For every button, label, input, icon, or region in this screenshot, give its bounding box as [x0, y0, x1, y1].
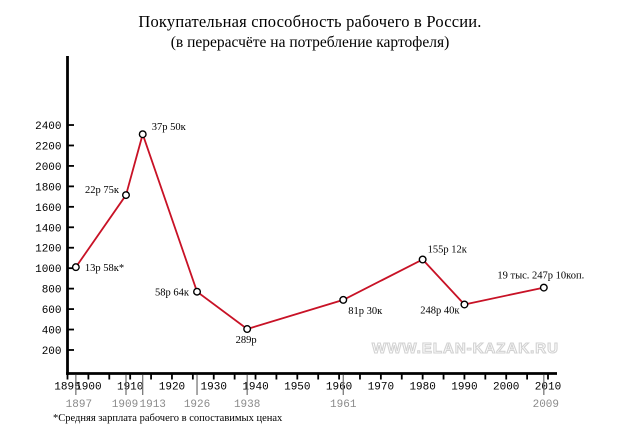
secondary-year-label: 1909 — [112, 399, 138, 411]
secondary-year-label: 1926 — [184, 399, 210, 411]
data-point — [539, 283, 548, 292]
point-value-label: 248р 40к — [420, 305, 460, 316]
data-point — [339, 295, 348, 304]
data-point — [121, 191, 130, 200]
data-point — [193, 287, 202, 296]
x-tick-label: 1900 — [75, 382, 101, 394]
secondary-year-label: 1913 — [140, 399, 166, 411]
point-value-label: 22р 75к — [85, 185, 120, 196]
x-tick-label: 1910 — [117, 382, 143, 394]
secondary-year-label: 1938 — [234, 399, 260, 411]
secondary-year-label: 1961 — [330, 399, 357, 411]
x-tick-label: 1950 — [284, 382, 310, 394]
data-line — [75, 131, 545, 331]
point-value-label: 58р 64к — [155, 288, 190, 299]
y-tick-label: 2200 — [35, 141, 61, 153]
x-tick-label: 1990 — [451, 382, 477, 394]
x-tick-label: 2000 — [493, 382, 519, 394]
data-point — [71, 263, 80, 272]
data-point — [243, 325, 252, 334]
point-value-label: 19 тыс. 247р 10коп. — [497, 271, 584, 282]
x-tick-label: 1940 — [242, 382, 268, 394]
x-tick-label: 2010 — [535, 382, 561, 394]
footnote: *Средняя зарплата рабочего в сопоставимы… — [53, 413, 283, 424]
y-tick-label: 600 — [42, 305, 62, 317]
x-tick-label: 1895 — [54, 382, 80, 394]
y-tick-label: 2400 — [35, 121, 61, 133]
y-tick-label: 1600 — [35, 203, 61, 215]
point-value-label: 37р 50к — [152, 122, 187, 133]
chart-title: Покупательная способность рабочего в Рос… — [138, 12, 482, 31]
chart-subtitle: (в перерасчёте на потребление картофеля) — [170, 34, 450, 51]
y-tick-label: 2000 — [35, 162, 61, 174]
x-tick-label: 1930 — [201, 382, 227, 394]
x-tick-label: 1960 — [326, 382, 352, 394]
point-value-label: 289р — [236, 335, 257, 346]
point-value-label: 13р 58к* — [85, 263, 124, 274]
y-tick-label: 1000 — [35, 264, 61, 276]
data-point — [418, 255, 427, 264]
point-value-label: 155р 12к — [428, 244, 468, 255]
y-tick-label: 800 — [42, 285, 62, 297]
x-tick-label: 1970 — [368, 382, 394, 394]
watermark: WWW.ELAN-KAZAK.RU — [371, 339, 559, 357]
y-tick-label: 400 — [42, 326, 62, 338]
y-tick-label: 1400 — [35, 223, 61, 235]
x-tick-label: 1980 — [409, 382, 435, 394]
secondary-year-label: 1897 — [66, 399, 92, 411]
point-value-label: 81р 30к — [348, 306, 383, 317]
y-tick-label: 200 — [42, 346, 62, 358]
x-tick-label: 1920 — [159, 382, 185, 394]
data-point — [138, 130, 147, 139]
secondary-year-label: 2009 — [533, 399, 559, 411]
data-point — [460, 300, 469, 309]
y-tick-label: 1200 — [35, 244, 61, 256]
y-tick-label: 1800 — [35, 182, 61, 194]
